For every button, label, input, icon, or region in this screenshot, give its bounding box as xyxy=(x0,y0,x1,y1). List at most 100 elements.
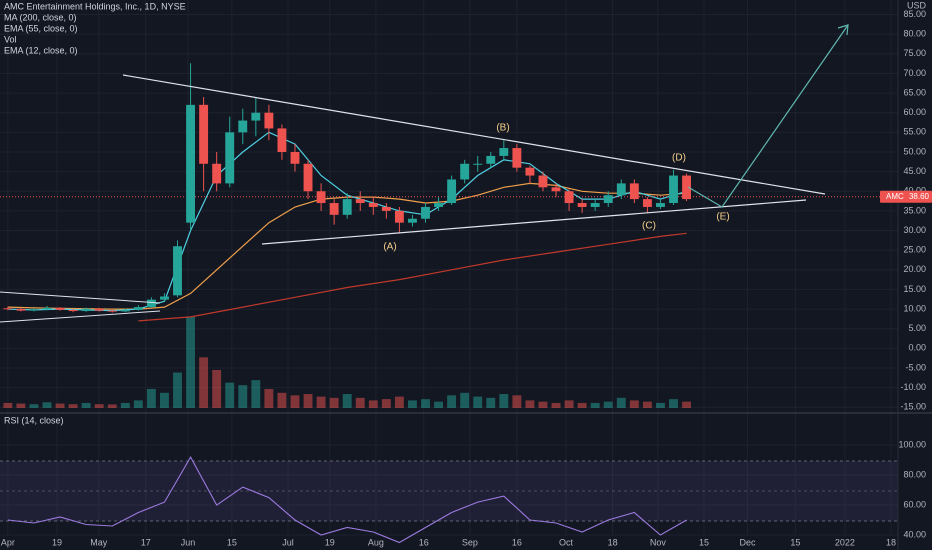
volume-bar xyxy=(94,404,104,408)
candle-body xyxy=(55,307,65,310)
volume-bar xyxy=(381,399,391,408)
volume-bar xyxy=(368,400,378,408)
candle-body xyxy=(538,175,548,188)
y-tick-label: 45.00 xyxy=(903,166,926,176)
x-tick-label: Sep xyxy=(462,537,478,547)
volume-bar xyxy=(342,394,352,408)
volume-bar xyxy=(394,396,404,408)
y-tick-label: 55.00 xyxy=(903,127,926,137)
x-tick-label: May xyxy=(90,537,108,547)
volume-bar xyxy=(16,403,26,408)
candle-body xyxy=(669,175,678,204)
x-tick-label: Aug xyxy=(368,537,384,547)
rsi-tick-label: 40.00 xyxy=(903,529,926,539)
volume-bar xyxy=(408,400,417,408)
legend: AMC Entertainment Holdings, Inc., 1D, NY… xyxy=(4,1,186,425)
y-tick-label: 75.00 xyxy=(903,48,926,58)
candle-body xyxy=(316,191,326,204)
volume-bar xyxy=(55,403,65,408)
volume-bar xyxy=(107,404,117,408)
volume-bar xyxy=(434,401,443,408)
candle-body xyxy=(81,308,91,312)
candle-body xyxy=(421,206,430,219)
volume-bar xyxy=(512,395,522,408)
candle-body xyxy=(447,179,457,204)
candle-body xyxy=(120,309,130,312)
volume-bar xyxy=(590,402,600,408)
volume-bar xyxy=(277,392,287,408)
rsi-tick-label: 60.00 xyxy=(903,499,926,509)
x-tick-label: Nov xyxy=(650,537,667,547)
x-tick-label: 15 xyxy=(699,537,709,547)
candle-body xyxy=(264,112,274,129)
candle-body xyxy=(525,167,535,176)
x-tick-label: 16 xyxy=(419,537,429,547)
y-tick-label: 0.00 xyxy=(908,343,926,353)
price-tag-symbol: AMC xyxy=(886,192,904,201)
trendline-upper xyxy=(122,74,826,195)
volume-bar xyxy=(42,402,52,408)
volume-bar xyxy=(264,389,274,408)
rsi-band xyxy=(0,461,898,521)
y-tick-label: 25.00 xyxy=(903,245,926,255)
volume-bar xyxy=(656,402,665,408)
candle-body xyxy=(29,309,39,311)
candle-body xyxy=(94,308,104,311)
volume-bar xyxy=(251,380,261,408)
x-tick-label: Dec xyxy=(739,537,756,547)
volume-bar xyxy=(225,382,235,408)
candle-body xyxy=(290,151,300,164)
candle-body xyxy=(381,206,391,211)
candle-body xyxy=(277,128,287,152)
candle-body xyxy=(329,203,339,215)
x-tick-label: Oct xyxy=(559,537,574,547)
volume-bar xyxy=(303,394,313,408)
volume-bar xyxy=(551,402,561,408)
annotation: (C) xyxy=(642,221,656,232)
x-tick-label: 17 xyxy=(141,537,151,547)
y-tick-label: 35.00 xyxy=(903,205,926,215)
projection-arrow xyxy=(687,24,849,208)
currency: USD xyxy=(907,0,927,10)
y-tick-label: 50.00 xyxy=(903,146,926,156)
candles xyxy=(3,63,691,313)
annotation: (E) xyxy=(716,212,729,223)
x-tick-label: 15 xyxy=(790,537,800,547)
volume-bar xyxy=(212,370,222,408)
volume-bar xyxy=(525,400,535,408)
y-tick-label: 10.00 xyxy=(903,303,926,313)
candle-body xyxy=(551,187,561,192)
volume xyxy=(3,316,691,408)
candle-body xyxy=(656,203,665,207)
x-tick-label: 18 xyxy=(886,537,896,547)
candle-body xyxy=(394,210,404,223)
volume-bar xyxy=(316,396,326,408)
y-tick-label: 40.00 xyxy=(903,186,926,196)
volume-bar xyxy=(29,404,39,408)
volume-bar xyxy=(499,394,509,408)
volume-bar xyxy=(486,397,496,408)
x-tick-label: 2022 xyxy=(835,537,855,547)
candle-body xyxy=(68,309,78,312)
candle-body xyxy=(434,203,443,207)
volume-bar xyxy=(355,397,365,408)
candle-body xyxy=(212,163,222,184)
y-tick-label: 65.00 xyxy=(903,87,926,97)
trendline-lower xyxy=(261,199,807,245)
volume-bar xyxy=(133,400,143,408)
legend-title: AMC Entertainment Holdings, Inc., 1D, NY… xyxy=(4,1,186,11)
y-tick-label: 60.00 xyxy=(903,107,926,117)
y-tick-label: -5.00 xyxy=(905,362,926,372)
candle-body xyxy=(42,307,52,310)
legend-item: Vol xyxy=(4,34,17,44)
volume-bar xyxy=(186,316,196,408)
x-tick-label: Apr xyxy=(1,537,15,547)
candle-body xyxy=(199,104,209,164)
legend-item: EMA (12, close, 0) xyxy=(4,45,78,55)
candle-body xyxy=(460,163,470,180)
candle-body xyxy=(146,299,156,308)
volume-bar xyxy=(146,389,156,408)
volume-bar xyxy=(616,397,626,408)
x-tick-label: 18 xyxy=(608,537,618,547)
